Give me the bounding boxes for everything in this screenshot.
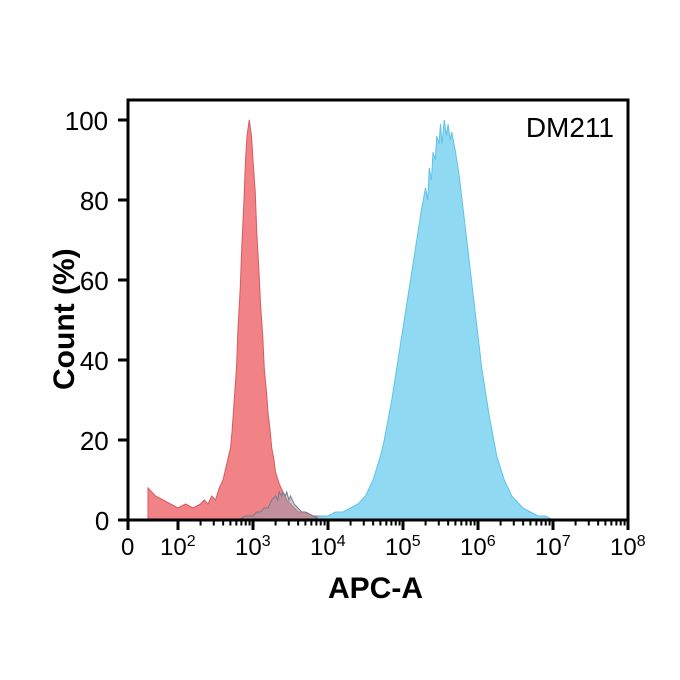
histogram-svg bbox=[108, 80, 648, 540]
x-tick-label-1e5: 105 bbox=[385, 534, 421, 562]
sample-annotation: DM211 bbox=[526, 112, 614, 144]
y-axis-label: Count (%) bbox=[48, 248, 82, 390]
x-tick-label-1e4: 104 bbox=[310, 534, 346, 562]
plot-area bbox=[128, 100, 628, 520]
x-tick-label-1e3: 103 bbox=[235, 534, 271, 562]
x-tick-label-1e2: 102 bbox=[160, 534, 196, 562]
y-tick-label-0: 0 bbox=[95, 506, 109, 537]
y-tick-label-20: 20 bbox=[80, 426, 109, 457]
y-tick-label-60: 60 bbox=[80, 266, 109, 297]
y-tick-label-40: 40 bbox=[80, 346, 109, 377]
y-tick-label-100: 100 bbox=[65, 106, 108, 137]
x-tick-label-1e8: 108 bbox=[610, 534, 646, 562]
figure-stage: DM211 Count (%) APC-A 0 102 103 104 105 106 10… bbox=[0, 0, 680, 680]
x-tick-label-1e6: 106 bbox=[460, 534, 496, 562]
y-tick-label-80: 80 bbox=[80, 186, 109, 217]
x-tick-label-0: 0 bbox=[121, 534, 134, 562]
x-axis-label: APC-A bbox=[328, 572, 423, 606]
x-tick-label-1e7: 107 bbox=[535, 534, 571, 562]
